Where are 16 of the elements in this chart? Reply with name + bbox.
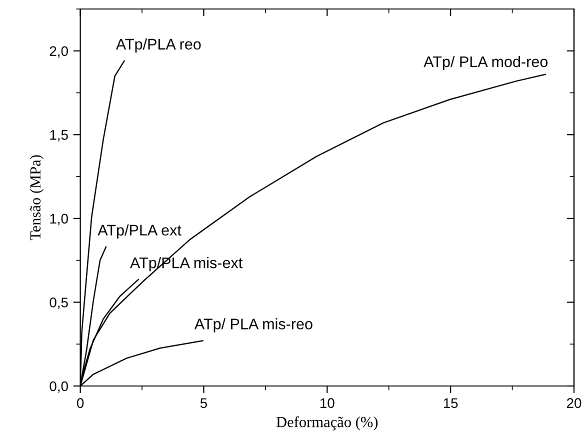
x-axis-title: Deformação (%) — [276, 416, 378, 430]
y-tick-label: 2,0 — [50, 46, 68, 58]
x-tick-label: 10 — [320, 398, 334, 408]
y-tick-label: 0,0 — [50, 381, 68, 393]
x-tick-label: 20 — [566, 398, 582, 408]
x-tick-label: 15 — [444, 398, 458, 408]
series-label: ATp/PLA reo — [116, 38, 201, 53]
series-label: ATp/ PLA mod-reo — [424, 56, 548, 70]
y-axis-title: Tensão (MPa) — [30, 155, 44, 240]
x-tick-label: 5 — [200, 398, 208, 408]
y-tick-label: 0,5 — [50, 298, 68, 310]
series-label: ATp/ PLA mis-reo — [194, 318, 312, 332]
y-tick-label: 1,0 — [50, 214, 68, 226]
series-label: ATp/PLA ext — [98, 224, 182, 239]
x-tick-label: 0 — [76, 398, 84, 408]
y-tick-label: 1,5 — [50, 130, 68, 142]
